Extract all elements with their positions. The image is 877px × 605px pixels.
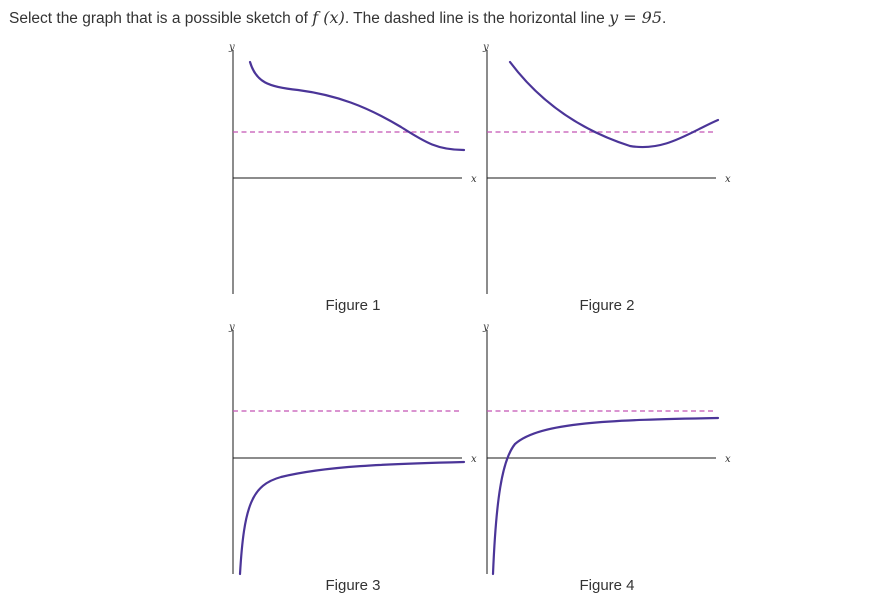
x-axis-label: x (725, 174, 731, 185)
question-text: Select the graph that is a possible sket… (9, 8, 666, 28)
question-suffix: . (662, 10, 667, 27)
y-axis-label: y (228, 322, 235, 333)
question-middle: . The dashed line is the horizontal line (344, 10, 610, 27)
figure-4-graph[interactable]: y x (480, 320, 740, 576)
function-curve (248, 60, 466, 152)
function-curve (491, 416, 720, 576)
function-notation: f (x) (312, 8, 345, 27)
function-curve (508, 60, 720, 149)
figure-3-graph[interactable]: y x (226, 320, 486, 576)
figure-2-caption: Figure 2 (579, 297, 635, 314)
question-prefix: Select the graph that is a possible sket… (9, 10, 313, 27)
y-axis-label: y (482, 42, 489, 53)
figure-4-caption: Figure 4 (579, 577, 635, 594)
y-axis-label: y (228, 42, 235, 53)
function-curve (238, 460, 466, 576)
figure-3-caption: Figure 3 (325, 577, 381, 594)
figure-2-graph[interactable]: y x (480, 40, 740, 296)
y-axis-label: y (482, 322, 489, 333)
figure-1-graph[interactable]: y x (226, 40, 486, 296)
x-axis-label: x (471, 454, 477, 465)
x-axis-label: x (471, 174, 477, 185)
figure-1-caption: Figure 1 (325, 297, 381, 314)
asymptote-equation: y = 95 (609, 8, 663, 27)
x-axis-label: x (725, 454, 731, 465)
